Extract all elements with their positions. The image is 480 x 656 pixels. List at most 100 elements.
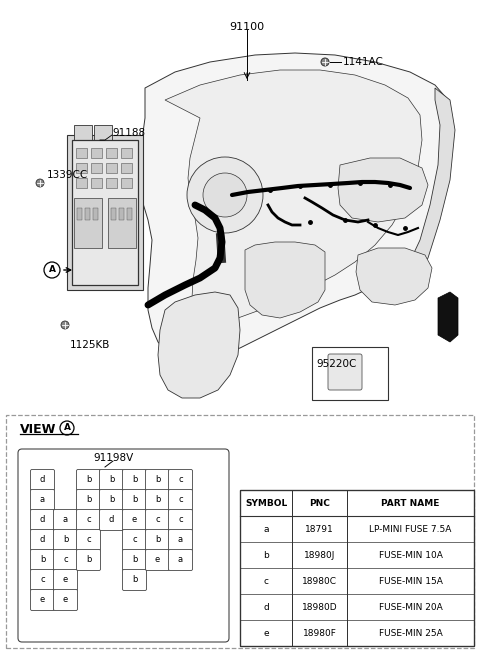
Bar	[121, 148, 132, 158]
Circle shape	[321, 58, 329, 66]
FancyBboxPatch shape	[168, 529, 192, 550]
Text: c: c	[155, 516, 160, 525]
Circle shape	[60, 421, 74, 435]
Text: 18791: 18791	[305, 525, 334, 533]
Polygon shape	[165, 70, 422, 322]
Bar	[6, 415, 474, 648]
Polygon shape	[385, 88, 455, 302]
Text: A: A	[63, 424, 71, 432]
Bar	[106, 148, 117, 158]
FancyBboxPatch shape	[31, 489, 55, 510]
Bar	[106, 163, 117, 173]
Circle shape	[187, 157, 263, 233]
Text: FUSE-MIN 20A: FUSE-MIN 20A	[379, 602, 443, 611]
FancyBboxPatch shape	[76, 529, 100, 550]
Text: c: c	[178, 516, 183, 525]
FancyBboxPatch shape	[145, 470, 169, 491]
Bar	[91, 148, 102, 158]
Text: e: e	[263, 628, 269, 638]
Bar	[121, 178, 132, 188]
FancyBboxPatch shape	[31, 510, 55, 531]
Text: 1125KB: 1125KB	[70, 340, 110, 350]
Bar	[240, 490, 474, 646]
Text: d: d	[40, 516, 45, 525]
Text: b: b	[86, 476, 91, 485]
Text: b: b	[155, 535, 160, 544]
Text: c: c	[178, 476, 183, 485]
FancyBboxPatch shape	[53, 510, 77, 531]
Bar	[93, 208, 98, 220]
Bar	[240, 490, 474, 646]
Text: b: b	[155, 495, 160, 504]
FancyBboxPatch shape	[168, 510, 192, 531]
Text: VIEW: VIEW	[20, 423, 56, 436]
FancyBboxPatch shape	[122, 529, 146, 550]
FancyBboxPatch shape	[18, 449, 229, 642]
Text: b: b	[155, 476, 160, 485]
Text: b: b	[109, 495, 114, 504]
FancyBboxPatch shape	[31, 529, 55, 550]
Text: 18980F: 18980F	[302, 628, 336, 638]
Text: 18980D: 18980D	[302, 602, 337, 611]
Text: FUSE-MIN 25A: FUSE-MIN 25A	[379, 628, 443, 638]
FancyBboxPatch shape	[145, 489, 169, 510]
FancyBboxPatch shape	[122, 550, 146, 571]
Circle shape	[61, 321, 69, 329]
Text: a: a	[178, 535, 183, 544]
Text: 95220C: 95220C	[316, 359, 356, 369]
Text: e: e	[63, 575, 68, 584]
Text: e: e	[40, 596, 45, 604]
Text: d: d	[40, 535, 45, 544]
Text: b: b	[40, 556, 45, 565]
Polygon shape	[356, 248, 432, 305]
FancyBboxPatch shape	[76, 470, 100, 491]
Text: c: c	[86, 516, 91, 525]
Text: PART NAME: PART NAME	[381, 499, 440, 508]
FancyBboxPatch shape	[145, 529, 169, 550]
FancyBboxPatch shape	[168, 489, 192, 510]
FancyBboxPatch shape	[76, 510, 100, 531]
Text: d: d	[263, 602, 269, 611]
Bar	[94, 125, 112, 140]
Text: PNC: PNC	[309, 499, 330, 508]
Polygon shape	[140, 53, 452, 360]
Text: a: a	[63, 516, 68, 525]
Text: a: a	[40, 495, 45, 504]
FancyBboxPatch shape	[122, 510, 146, 531]
FancyBboxPatch shape	[168, 470, 192, 491]
Bar	[108, 198, 136, 248]
Text: b: b	[263, 550, 269, 560]
Text: b: b	[132, 575, 137, 584]
Text: 18980C: 18980C	[302, 577, 337, 586]
Text: c: c	[86, 535, 91, 544]
Polygon shape	[158, 292, 240, 398]
Bar	[76, 163, 87, 173]
FancyBboxPatch shape	[168, 550, 192, 571]
Text: 91100: 91100	[229, 22, 264, 32]
Bar	[127, 208, 132, 220]
Text: e: e	[132, 516, 137, 525]
Text: c: c	[63, 556, 68, 565]
Text: b: b	[86, 495, 91, 504]
FancyBboxPatch shape	[76, 489, 100, 510]
Text: a: a	[178, 556, 183, 565]
Circle shape	[36, 179, 44, 187]
FancyBboxPatch shape	[122, 470, 146, 491]
Bar	[76, 178, 87, 188]
Bar	[76, 148, 87, 158]
Text: b: b	[63, 535, 68, 544]
FancyBboxPatch shape	[145, 510, 169, 531]
Polygon shape	[338, 158, 428, 222]
FancyBboxPatch shape	[31, 590, 55, 611]
FancyBboxPatch shape	[122, 489, 146, 510]
Bar	[74, 125, 92, 140]
FancyBboxPatch shape	[99, 489, 123, 510]
Text: c: c	[264, 577, 268, 586]
FancyBboxPatch shape	[31, 470, 55, 491]
Bar	[91, 163, 102, 173]
Bar	[85, 208, 90, 220]
Text: b: b	[109, 476, 114, 485]
Text: b: b	[132, 476, 137, 485]
FancyBboxPatch shape	[53, 569, 77, 590]
Bar	[67, 135, 143, 290]
